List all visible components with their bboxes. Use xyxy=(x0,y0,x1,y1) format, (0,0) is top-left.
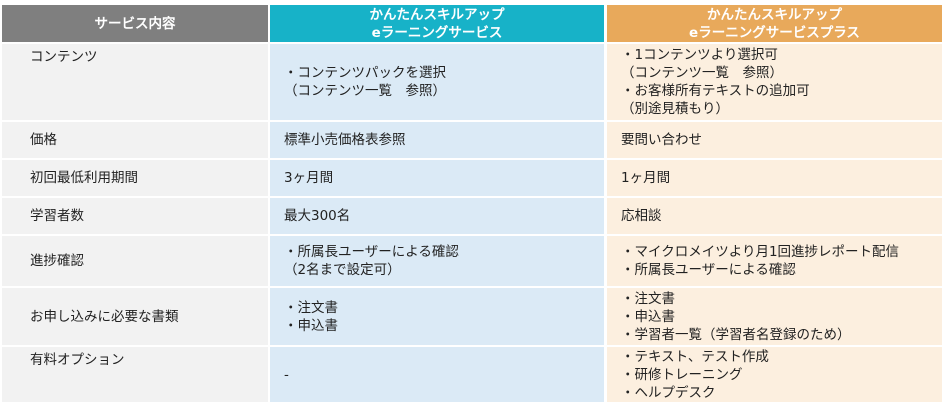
basic-service-cell: 3ヶ月間 xyxy=(270,160,604,196)
cell-line: ・1コンテンツより選択可 xyxy=(621,47,778,63)
table-row: 学習者数 最大300名 応相談 xyxy=(2,198,942,234)
cell-line: ・注文書 xyxy=(621,290,675,307)
header-plus-service: かんたんスキルアップ eラーニングサービスプラス xyxy=(607,5,942,42)
cell-line: ・所属長ユーザーによる確認 xyxy=(284,244,459,260)
cell-line: ・所属長ユーザーによる確認 xyxy=(621,262,796,278)
table-row: 有料オプション - ・テキスト、テスト作成 ・研修トレーニング ・ヘルプデスク xyxy=(2,347,942,402)
cell-line: ・注文書 xyxy=(284,299,338,316)
plus-service-cell: 応相談 xyxy=(607,198,942,234)
row-label: 有料オプション xyxy=(2,347,268,402)
header-basic-service: かんたんスキルアップ eラーニングサービス xyxy=(270,5,604,42)
basic-service-cell: ・注文書 ・申込書 xyxy=(270,288,604,345)
row-label: 価格 xyxy=(2,122,268,158)
cell-line: 最大300名 xyxy=(284,208,351,224)
cell-line: - xyxy=(284,366,289,383)
cell-line: ・マイクロメイツより月1回進捗レポート配信 xyxy=(621,244,900,260)
plus-service-cell: ・注文書 ・申込書 ・学習者一覧（学習者名登録のため） xyxy=(607,288,942,345)
table-row: 初回最低利用期間 3ヶ月間 1ヶ月間 xyxy=(2,160,942,196)
cell-line: 標準小売価格表参照 xyxy=(284,132,406,148)
header-line: eラーニングサービス xyxy=(371,24,503,41)
plus-service-cell: 1ヶ月間 xyxy=(607,160,942,196)
cell-line: ・研修トレーニング xyxy=(621,366,743,383)
cell-line: 応相談 xyxy=(621,208,662,224)
row-label: お申し込みに必要な書類 xyxy=(2,288,268,345)
cell-line: ・お客様所有テキストの追加可 xyxy=(621,83,810,99)
cell-line: 3ヶ月間 xyxy=(284,170,334,186)
cell-line: （コンテンツ一覧 参照） xyxy=(621,65,783,81)
row-label: コンテンツ xyxy=(2,44,268,120)
plus-service-cell: ・テキスト、テスト作成 ・研修トレーニング ・ヘルプデスク xyxy=(607,347,942,402)
header-line: かんたんスキルアップ xyxy=(369,6,505,23)
cell-line: ・学習者一覧（学習者名登録のため） xyxy=(621,326,851,343)
header-line: eラーニングサービスプラス xyxy=(689,24,860,41)
table-row: コンテンツ ・コンテンツパックを選択 （コンテンツ一覧 参照） ・1コンテンツより選択… xyxy=(2,44,942,120)
row-label: 進捗確認 xyxy=(2,236,268,286)
basic-service-cell: 標準小売価格表参照 xyxy=(270,122,604,158)
comparison-table: サービス内容 かんたんスキルアップ eラーニングサービス かんたんスキルアップ … xyxy=(2,5,942,404)
basic-service-cell: - xyxy=(270,347,604,402)
plus-service-cell: 要問い合わせ xyxy=(607,122,942,158)
basic-service-cell: ・所属長ユーザーによる確認 （2名まで設定可） xyxy=(270,236,604,286)
cell-line: ・申込書 xyxy=(621,308,675,325)
cell-line: （2名まで設定可） xyxy=(284,262,401,278)
row-label: 学習者数 xyxy=(2,198,268,234)
table-row: 価格 標準小売価格表参照 要問い合わせ xyxy=(2,122,942,158)
basic-service-cell: 最大300名 xyxy=(270,198,604,234)
cell-line: ・テキスト、テスト作成 xyxy=(621,348,769,365)
cell-line: 要問い合わせ xyxy=(621,132,702,148)
plus-service-cell: ・1コンテンツより選択可 （コンテンツ一覧 参照） ・お客様所有テキストの追加可 （別… xyxy=(607,44,942,120)
table-row: 進捗確認 ・所属長ユーザーによる確認 （2名まで設定可） ・マイクロメイツより月1回進… xyxy=(2,236,942,286)
cell-line: ・コンテンツパックを選択 xyxy=(284,65,446,81)
header-service-content: サービス内容 xyxy=(2,5,268,42)
cell-line: （コンテンツ一覧 参照） xyxy=(284,83,446,99)
cell-line: （別途見積もり） xyxy=(621,101,729,117)
cell-line: ・申込書 xyxy=(284,317,338,334)
header-label: サービス内容 xyxy=(94,15,176,32)
row-label: 初回最低利用期間 xyxy=(2,160,268,196)
cell-line: ・ヘルプデスク xyxy=(621,384,716,401)
cell-line: 1ヶ月間 xyxy=(621,170,671,186)
header-row: サービス内容 かんたんスキルアップ eラーニングサービス かんたんスキルアップ … xyxy=(2,5,942,42)
plus-service-cell: ・マイクロメイツより月1回進捗レポート配信 ・所属長ユーザーによる確認 xyxy=(607,236,942,286)
basic-service-cell: ・コンテンツパックを選択 （コンテンツ一覧 参照） xyxy=(270,44,604,120)
table-row: お申し込みに必要な書類 ・注文書 ・申込書 ・注文書 ・申込書 ・学習者一覧（学習者名登録… xyxy=(2,288,942,345)
header-line: かんたんスキルアップ xyxy=(707,6,842,23)
